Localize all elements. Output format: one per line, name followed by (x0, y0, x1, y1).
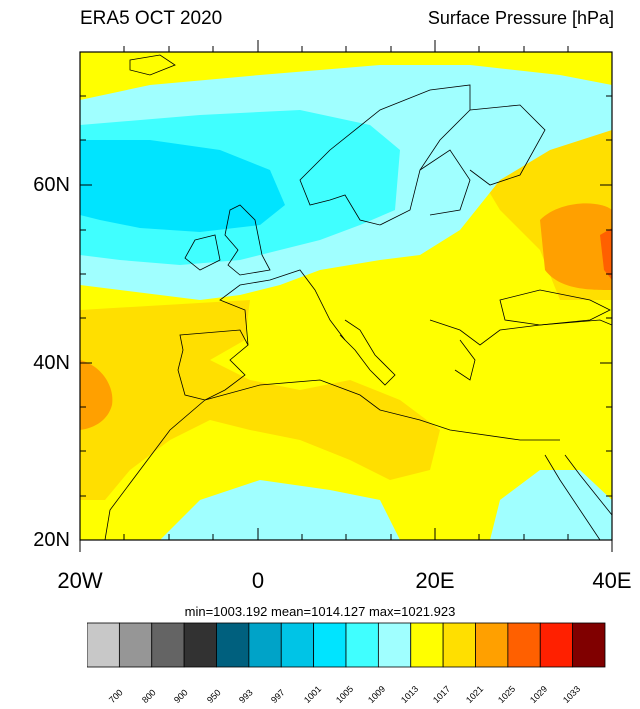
colorbar-level-label: 900 (172, 687, 190, 706)
colorbar-level-label: 1033 (560, 683, 582, 706)
colorbar-swatch (377, 622, 412, 668)
colorbar-level-label: 1029 (528, 683, 550, 706)
map-title-right: Surface Pressure [hPa] (427, 8, 614, 28)
colorbar-level-label: 1017 (431, 683, 453, 706)
colorbar-swatch (151, 622, 185, 668)
y-tick-label: 20N (33, 529, 70, 551)
surface-pressure-map (79, 40, 613, 552)
stats-line: min=1003.192 mean=1014.127 max=1021.923 (184, 604, 456, 619)
coastlines (104, 54, 612, 540)
colorbar (87, 622, 606, 668)
colorbar-level-label: 1021 (463, 683, 485, 706)
colorbar-swatch (248, 622, 282, 668)
colorbar-level-label: 997 (269, 687, 287, 706)
x-tick-label: 0 (251, 568, 265, 593)
map-title-left: ERA5 OCT 2020 (80, 8, 223, 29)
colorbar-level-label: 1025 (495, 683, 518, 706)
colorbar-swatch (313, 622, 347, 668)
x-tick-label: 40E (592, 568, 632, 593)
colorbar-level-label: 1001 (301, 683, 323, 706)
x-tick-label: 20W (57, 568, 103, 593)
colorbar-swatch (507, 622, 541, 668)
y-tick-label: 40N (33, 352, 70, 374)
axis-ticks (79, 40, 613, 552)
y-tick-label: 60N (33, 174, 70, 196)
colorbar-swatch (442, 622, 476, 668)
colorbar-level-label: 1009 (366, 683, 388, 706)
colorbar-swatch (280, 622, 315, 668)
colorbar-swatch (475, 622, 509, 668)
colorbar-level-label: 800 (139, 687, 158, 706)
colorbar-swatch (410, 622, 444, 668)
colorbar-swatch (539, 622, 574, 668)
colorbar-level-label: 1005 (334, 683, 356, 706)
colorbar-swatch (118, 622, 153, 668)
colorbar-level-label: 700 (107, 687, 126, 706)
colorbar-swatch (87, 622, 120, 668)
colorbar-swatch (572, 622, 606, 668)
colorbar-level-label: 993 (236, 687, 255, 706)
colorbar-level-label: 1013 (398, 683, 420, 706)
colorbar-swatch (345, 622, 379, 668)
colorbar-level-label: 950 (204, 687, 223, 706)
colorbar-swatch (216, 622, 250, 668)
pressure-field (80, 52, 612, 540)
colorbar-swatch (183, 622, 217, 668)
x-tick-label: 20E (415, 568, 455, 593)
